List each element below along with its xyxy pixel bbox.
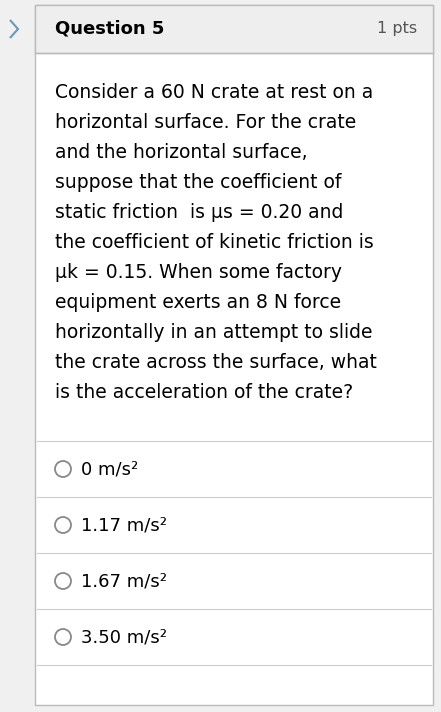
Text: and the horizontal surface,: and the horizontal surface, bbox=[55, 143, 308, 162]
FancyBboxPatch shape bbox=[35, 5, 433, 53]
FancyBboxPatch shape bbox=[35, 5, 433, 705]
Text: 0 m/s²: 0 m/s² bbox=[81, 460, 138, 478]
Text: horizontally in an attempt to slide: horizontally in an attempt to slide bbox=[55, 323, 373, 342]
Text: the crate across the surface, what: the crate across the surface, what bbox=[55, 353, 377, 372]
Text: equipment exerts an 8 N force: equipment exerts an 8 N force bbox=[55, 293, 341, 312]
Text: 1 pts: 1 pts bbox=[377, 21, 417, 36]
Text: static friction  is μs = 0.20 and: static friction is μs = 0.20 and bbox=[55, 203, 344, 222]
Text: the coefficient of kinetic friction is: the coefficient of kinetic friction is bbox=[55, 233, 374, 252]
Text: is the acceleration of the crate?: is the acceleration of the crate? bbox=[55, 383, 353, 402]
Text: Consider a 60 N crate at rest on a: Consider a 60 N crate at rest on a bbox=[55, 83, 373, 102]
Text: 1.67 m/s²: 1.67 m/s² bbox=[81, 572, 167, 590]
Text: 3.50 m/s²: 3.50 m/s² bbox=[81, 628, 167, 646]
Text: suppose that the coefficient of: suppose that the coefficient of bbox=[55, 173, 341, 192]
Text: Question 5: Question 5 bbox=[55, 20, 164, 38]
Text: horizontal surface. For the crate: horizontal surface. For the crate bbox=[55, 113, 356, 132]
Text: 1.17 m/s²: 1.17 m/s² bbox=[81, 516, 167, 534]
Text: μk = 0.15. When some factory: μk = 0.15. When some factory bbox=[55, 263, 342, 282]
